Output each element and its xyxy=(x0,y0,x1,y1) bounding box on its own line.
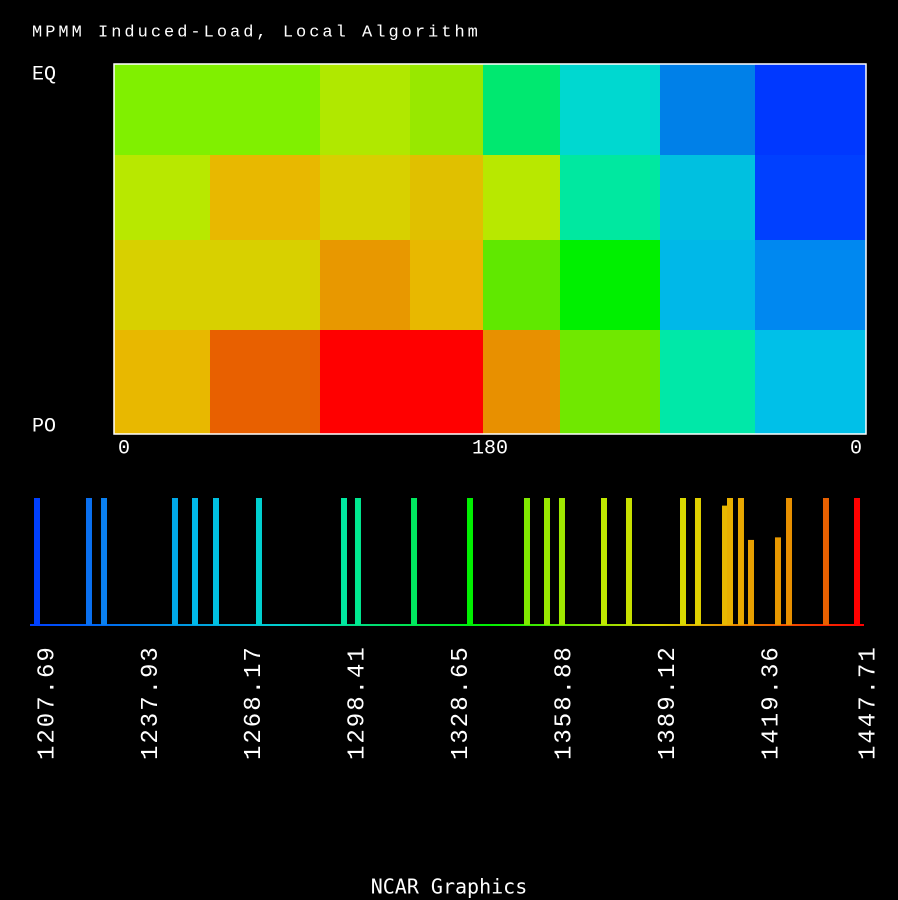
map-region xyxy=(755,330,866,434)
bar xyxy=(34,498,40,625)
map-region xyxy=(755,155,866,240)
bar xyxy=(600,498,607,625)
bar xyxy=(722,505,729,625)
x-tick-label: 1237.93 xyxy=(138,645,165,760)
map-region xyxy=(410,64,483,155)
bar xyxy=(85,498,92,625)
bar xyxy=(854,498,861,625)
bar xyxy=(411,498,418,625)
footer: NCAR Graphics xyxy=(371,875,528,899)
map-region xyxy=(410,240,483,330)
map-frame xyxy=(113,63,867,435)
map-region xyxy=(320,64,410,155)
bar xyxy=(822,498,829,625)
map-region xyxy=(660,240,755,330)
map-region xyxy=(483,155,560,240)
map-region xyxy=(483,240,560,330)
map-region xyxy=(210,330,320,434)
map-region xyxy=(114,64,210,155)
y-label-bottom: PO xyxy=(32,415,56,438)
bar xyxy=(786,498,793,625)
map-region xyxy=(560,240,660,330)
map-region xyxy=(210,240,320,330)
x-tick-label: 1268.17 xyxy=(241,645,268,760)
bar xyxy=(467,498,474,625)
x-tick-label: 1358.88 xyxy=(551,645,578,760)
bar xyxy=(558,498,565,625)
bar xyxy=(737,498,744,625)
histogram: 1207.69 1237.93 1268.17 1298.41 1328.65 1358.… xyxy=(34,498,882,760)
map-region xyxy=(410,330,483,434)
map-region xyxy=(755,64,866,155)
chart-title: MPMM Induced-Load, Local Algorithm xyxy=(32,23,481,42)
map-region xyxy=(560,330,660,434)
map-region xyxy=(560,64,660,155)
map-region xyxy=(114,330,210,434)
map-region xyxy=(210,155,320,240)
bar xyxy=(523,498,530,625)
map-region xyxy=(210,64,320,155)
map-region xyxy=(410,155,483,240)
bar xyxy=(101,498,108,625)
x-label: 0 xyxy=(850,437,862,460)
x-tick-label: 1328.65 xyxy=(448,645,475,760)
x-label: 180 xyxy=(472,437,508,460)
map-region xyxy=(660,330,755,434)
map-region xyxy=(320,155,410,240)
x-label: 0 xyxy=(118,437,130,460)
bar xyxy=(255,498,262,625)
map-region xyxy=(483,64,560,155)
bar xyxy=(171,498,178,625)
map-region xyxy=(755,240,866,330)
bar xyxy=(748,539,755,625)
bar xyxy=(340,498,347,625)
y-label-top: EQ xyxy=(32,63,56,86)
map-region xyxy=(660,64,755,155)
x-tick-label: 1419.36 xyxy=(758,645,785,760)
map-region xyxy=(660,155,755,240)
bar xyxy=(212,498,219,625)
map-region xyxy=(320,240,410,330)
bar xyxy=(191,498,198,625)
map-region xyxy=(483,330,560,434)
bar xyxy=(680,498,687,625)
bar xyxy=(694,498,701,625)
bar xyxy=(625,498,632,625)
baseline xyxy=(30,624,864,626)
bar xyxy=(544,498,551,625)
map-region xyxy=(114,155,210,240)
x-tick-label: 1447.71 xyxy=(855,645,882,760)
x-tick-label: 1389.12 xyxy=(655,645,682,760)
x-tick-label: 1207.69 xyxy=(34,645,61,760)
map-region xyxy=(114,240,210,330)
bar xyxy=(354,498,361,625)
map xyxy=(114,64,866,434)
map-region xyxy=(320,330,410,434)
x-tick-label: 1298.41 xyxy=(345,645,372,760)
bar xyxy=(774,537,781,625)
bar xyxy=(727,498,734,625)
map-region xyxy=(560,155,660,240)
